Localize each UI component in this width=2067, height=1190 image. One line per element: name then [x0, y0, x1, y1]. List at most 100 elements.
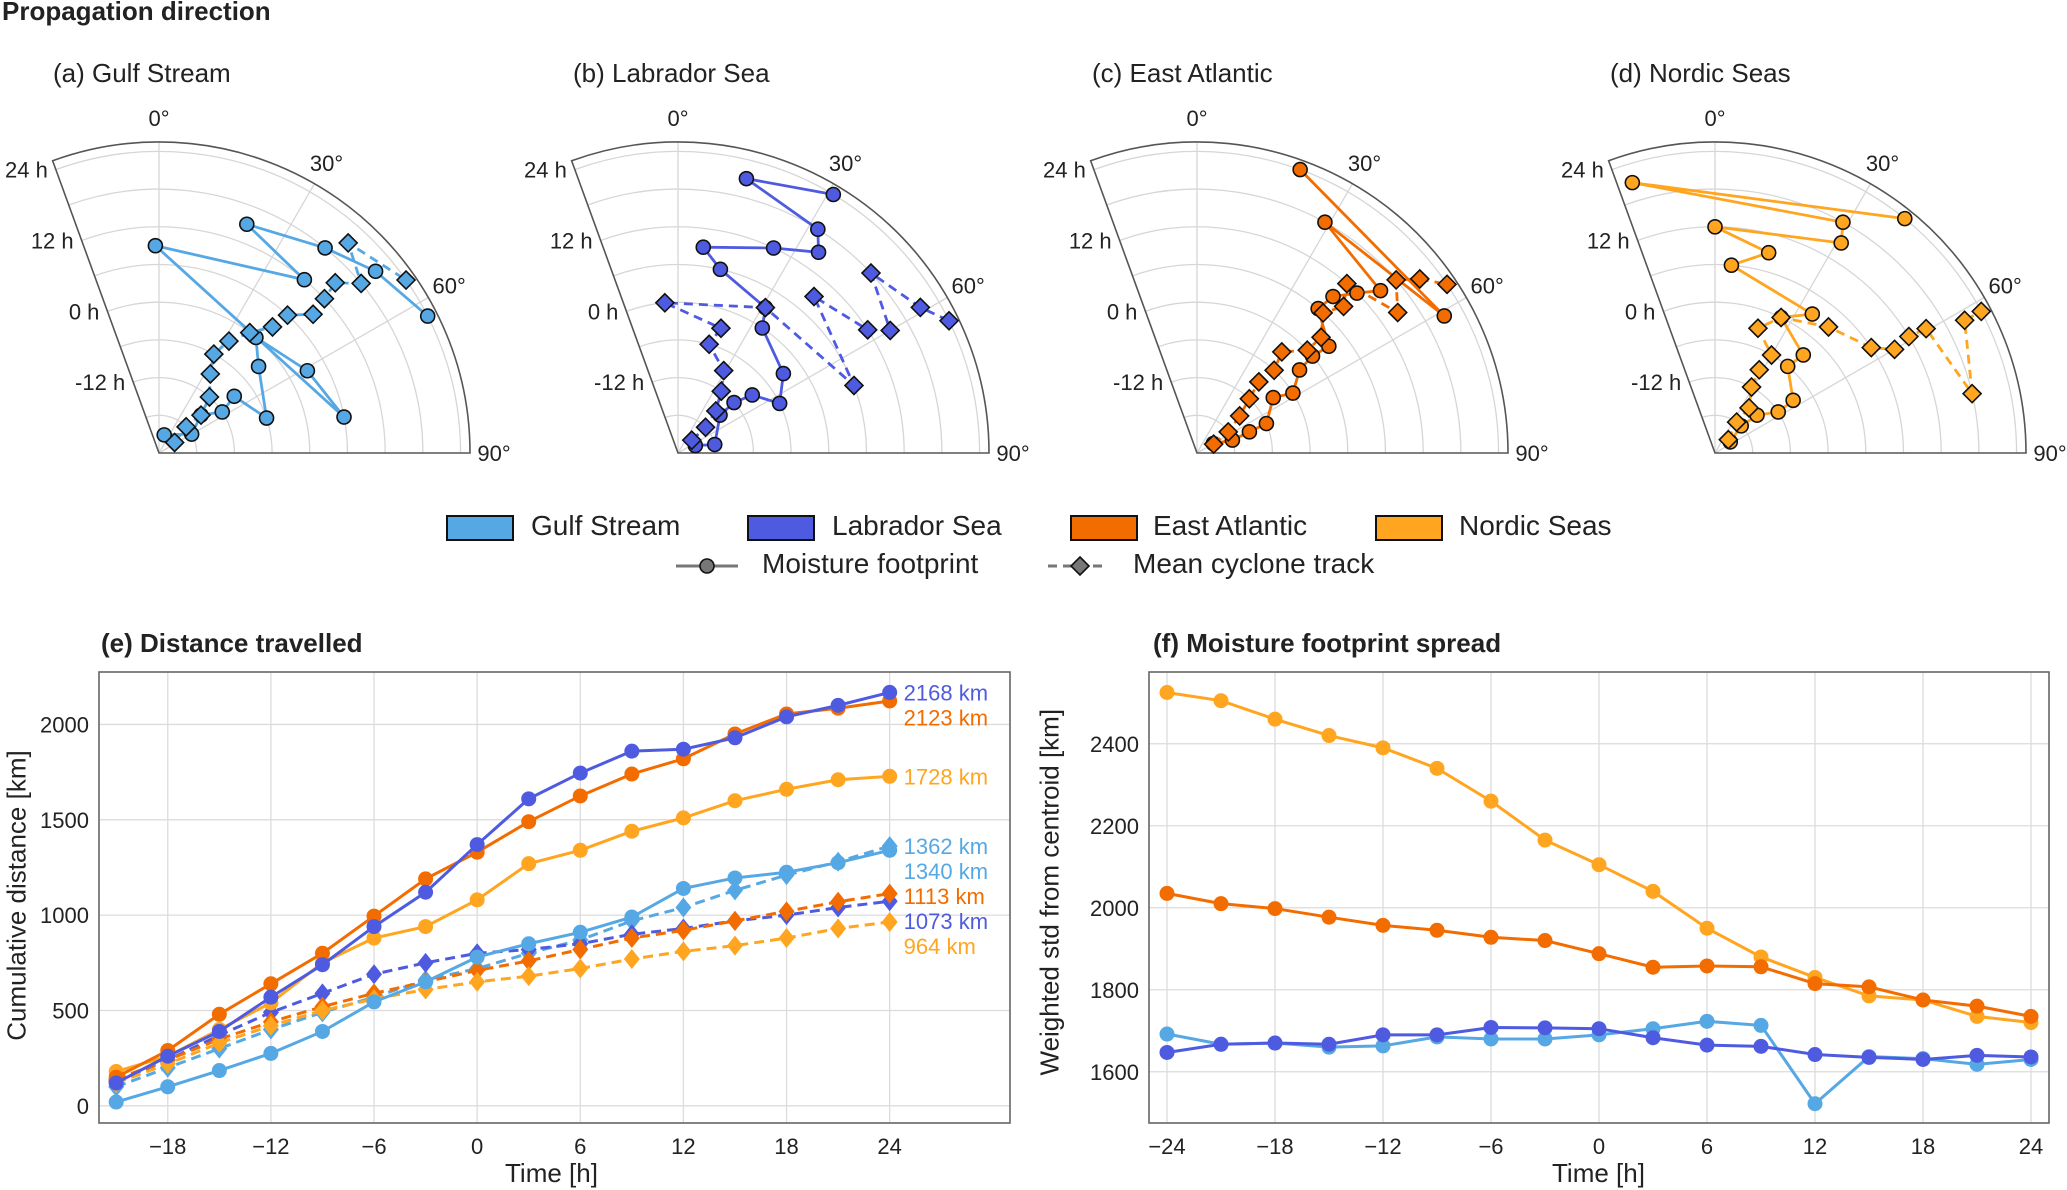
cyclone-track-point — [1203, 434, 1224, 455]
data-point-circle — [314, 957, 330, 973]
cyclone-track-line — [1212, 277, 1448, 446]
data-point-circle — [1591, 1021, 1607, 1037]
moisture-footprint-point — [239, 216, 255, 233]
legend-item-gulf-stream: Gulf Stream — [446, 508, 706, 544]
x-tick-label: 24 — [877, 1134, 901, 1159]
theta-tick-label: 60° — [1988, 274, 2021, 299]
data-point-circle — [727, 870, 743, 886]
cyclone-track-point — [1915, 318, 1937, 339]
cyclone-track-point — [699, 334, 720, 355]
data-point-diamond — [572, 958, 589, 979]
data-point-circle — [572, 924, 588, 940]
x-tick-label: 24 — [2019, 1134, 2043, 1159]
y-tick-label: 2000 — [1090, 896, 1139, 921]
x-tick-label: −18 — [149, 1134, 186, 1159]
data-point-circle — [469, 892, 485, 908]
data-point-circle — [1699, 920, 1715, 936]
cyclone-track-point — [857, 319, 878, 340]
moisture-footprint-point — [419, 308, 436, 324]
moisture-footprint-point — [1835, 214, 1851, 231]
data-point-circle — [1213, 1036, 1229, 1052]
data-point-circle — [830, 697, 846, 713]
cyclone-track-point — [1297, 340, 1318, 361]
data-point-circle — [263, 1045, 279, 1061]
cyclone-track-point — [1218, 421, 1239, 443]
y-tick-label: 2400 — [1090, 732, 1139, 757]
y-tick-label: 2000 — [40, 712, 89, 737]
data-point-circle — [1537, 1020, 1553, 1036]
data-point-circle — [1645, 883, 1661, 899]
data-point-diamond — [830, 918, 847, 939]
moisture-footprint-point — [775, 365, 792, 382]
figure-title: Propagation direction — [2, 0, 271, 26]
axes-frame — [98, 671, 1011, 1124]
radial-gridline — [1093, 150, 1500, 454]
cyclone-track-point — [1248, 371, 1269, 393]
moisture-footprint-point — [1265, 389, 1282, 406]
data-point-circle — [1159, 1044, 1175, 1060]
cyclone-track-point — [262, 316, 283, 338]
end-value-label: 964 km — [904, 934, 976, 959]
data-point-diamond — [726, 910, 743, 931]
end-value-label: 1113 km — [904, 884, 985, 909]
radial-gridline — [1145, 301, 1349, 454]
series-line — [115, 920, 890, 1085]
cyclone-track-point — [338, 232, 359, 254]
cyclone-track-point — [1761, 344, 1782, 366]
data-point-circle — [160, 1079, 176, 1095]
radial-gridline — [587, 188, 943, 454]
theta-tick-label: 60° — [951, 274, 984, 299]
cyclone-track-point — [175, 416, 197, 437]
moisture-footprint-point — [1785, 392, 1801, 409]
data-point-diamond — [469, 960, 486, 981]
data-point-circle — [882, 684, 898, 700]
series-line — [115, 690, 891, 1085]
data-point-diamond — [520, 966, 537, 987]
data-point-circle — [1483, 1031, 1499, 1047]
moisture-footprint-point — [1285, 385, 1301, 401]
legend-label-mean-cyclone-track: Mean cyclone track — [1133, 548, 1375, 579]
data-point-circle — [779, 864, 795, 880]
cyclone-track-point — [705, 400, 726, 422]
data-point-circle — [1321, 1036, 1337, 1052]
data-point-circle — [521, 791, 537, 807]
legend-item-nordic-seas: Nordic Seas — [1375, 508, 1675, 544]
r-tick-label: 0 h — [1625, 299, 1656, 324]
cyclone-track-point — [910, 297, 931, 318]
moisture-footprint-point — [1896, 210, 1913, 227]
cyclone-track-point — [199, 386, 220, 408]
x-tick-label: −24 — [1148, 1134, 1185, 1159]
radial-gridline — [1158, 339, 1311, 454]
data-point-circle — [1915, 992, 1931, 1008]
data-point-circle — [1159, 685, 1175, 700]
data-point-circle — [1807, 1047, 1823, 1063]
data-point-diamond — [726, 880, 743, 901]
data-point-diamond — [726, 935, 743, 956]
moisture-footprint-point — [765, 240, 782, 256]
x-tick-label: 18 — [774, 1134, 798, 1159]
cyclone-track-point — [1738, 397, 1760, 418]
cyclone-track-point — [710, 318, 732, 339]
x-tick-label: −12 — [252, 1134, 289, 1159]
polar-panel-d — [1607, 141, 2027, 454]
data-point-circle — [1537, 933, 1553, 949]
legend-label: Labrador Sea — [832, 510, 1002, 541]
data-point-circle — [1699, 958, 1715, 974]
data-point-circle — [1429, 760, 1445, 776]
cyclone-track-point — [1726, 411, 1747, 433]
cyclone-track-point — [1971, 301, 1992, 322]
radial-gridline — [1663, 301, 1867, 454]
data-point-circle — [1213, 693, 1229, 709]
data-point-circle — [1753, 959, 1769, 975]
cyclone-track-point — [1954, 310, 1975, 331]
legend-patch — [446, 515, 514, 541]
cyclone-track-point — [713, 360, 734, 381]
x-tick-label: 0 — [1593, 1134, 1605, 1159]
data-point-circle — [624, 743, 640, 759]
data-point-circle — [418, 919, 434, 935]
data-point-circle — [521, 936, 537, 952]
moisture-footprint-line — [150, 222, 429, 437]
legend-style-samples — [676, 555, 1108, 577]
x-tick-label: −12 — [1364, 1134, 1401, 1159]
cyclone-track-point — [755, 297, 776, 318]
